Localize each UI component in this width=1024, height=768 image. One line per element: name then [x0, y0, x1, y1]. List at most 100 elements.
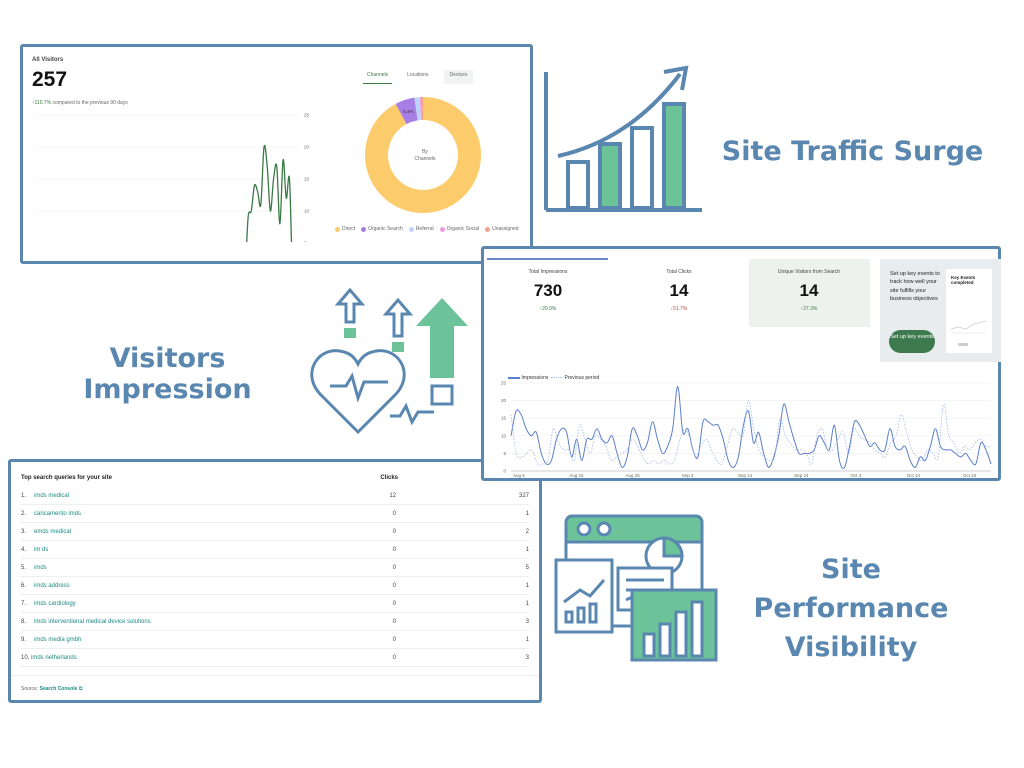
- series-line: [246, 144, 293, 242]
- stat-label: Unique Visitors from Search: [777, 269, 841, 275]
- y-tick-label: 10: [304, 209, 310, 214]
- y-tick-label: 20: [304, 145, 310, 150]
- query-rank: 3.: [21, 529, 27, 535]
- x-tick-label: Aug 25: [626, 473, 641, 478]
- all-visitors-value: 257: [32, 68, 68, 91]
- query-link[interactable]: emds medical: [34, 529, 72, 535]
- tab-devices[interactable]: Devices: [443, 70, 474, 84]
- query-row: 6. imds address 0 1: [21, 577, 529, 595]
- visitors-change: ↑110.7%: [32, 100, 52, 106]
- query-impressions: 327: [518, 493, 529, 499]
- query-link[interactable]: imds media gmbh: [34, 637, 82, 643]
- set-up-key-events-button[interactable]: Set up key events: [889, 330, 935, 353]
- clicks-header: Clicks: [380, 475, 398, 481]
- legend-label: Direct: [342, 226, 356, 232]
- search-console-link[interactable]: Search Console: [39, 686, 78, 692]
- stat-label: Total Impressions: [528, 269, 568, 275]
- channels-donut-chart: 92.2%5.4%: [365, 97, 481, 213]
- query-link[interactable]: caricamento imds: [34, 511, 82, 517]
- impressions-legend: Impressions Previous period: [508, 375, 599, 381]
- search-performance-panel: Total Impressions 730 ↑20.9% Total Click…: [481, 246, 1001, 481]
- query-impressions: 1: [525, 637, 529, 643]
- legend-item[interactable]: Unassigned: [485, 226, 519, 232]
- x-tick-label: Aug 15: [569, 473, 584, 478]
- legend-label: Referral: [415, 226, 434, 232]
- y-tick-label: 15: [304, 177, 310, 182]
- stat-card[interactable]: Total Clicks 14 ↓51.7%: [619, 269, 739, 312]
- y-tick-label: 10: [501, 433, 507, 438]
- top-search-queries-panel: Top search queries for your site Clicks …: [8, 459, 542, 703]
- stat-card[interactable]: Unique Visitors from Search 14 ↑27.3%: [749, 269, 869, 312]
- query-link[interactable]: im ds: [34, 547, 49, 553]
- donut-legend: Direct Organic Search Referral Organic Soci…: [335, 226, 525, 234]
- query-rank: 2.: [21, 511, 27, 517]
- y-tick-label: 25: [501, 381, 507, 386]
- channel-tabs: Channels Locations Devices: [363, 70, 483, 84]
- query-clicks: 0: [392, 511, 396, 517]
- query-clicks: 12: [389, 493, 396, 499]
- legend-dot-icon: [485, 226, 491, 232]
- query-impressions: 1: [525, 547, 529, 553]
- dashboard-analytics-icon: [554, 514, 718, 662]
- query-row: 9. imds media gmbh 0 1: [21, 631, 529, 649]
- x-tick-label: Oct 4: [851, 473, 862, 478]
- query-link[interactable]: imds interventional medical device solut…: [34, 619, 151, 625]
- query-link[interactable]: imds cardiology: [34, 601, 76, 607]
- tab-channels[interactable]: Channels: [363, 72, 393, 84]
- legend-item[interactable]: Organic Search: [361, 226, 403, 232]
- donut-center-line: By: [422, 149, 428, 155]
- key-events-panel: Set up key events to track how well your…: [880, 259, 1001, 362]
- legend-item[interactable]: Direct: [335, 226, 355, 232]
- query-impressions: 5: [525, 565, 529, 571]
- query-clicks: 0: [392, 547, 396, 553]
- donut-slice-organic-search: [395, 97, 418, 125]
- query-rank: 10.: [21, 655, 30, 661]
- query-link[interactable]: imds medical: [34, 493, 70, 499]
- query-row: 5. imds 0 5: [21, 559, 529, 577]
- legend-label: Organic Social: [446, 226, 480, 232]
- query-impressions: 1: [525, 583, 529, 589]
- query-impressions: 1: [525, 511, 529, 517]
- donut-slice-organic-social: [419, 97, 422, 121]
- stat-card[interactable]: Total Impressions 730 ↑20.9%: [488, 269, 608, 312]
- active-tab-indicator: [487, 258, 608, 260]
- slice-data-label: 5.4%: [403, 109, 413, 114]
- query-impressions: 3: [525, 655, 529, 661]
- key-events-card: Key Events completed: [946, 269, 992, 353]
- queries-title: Top search queries for your site: [21, 475, 112, 481]
- query-link[interactable]: imds netherlands: [31, 655, 77, 661]
- query-clicks: 0: [392, 529, 396, 535]
- impressions-line: [510, 386, 992, 469]
- legend-previous-period: Previous period: [564, 375, 600, 381]
- query-row: 3. emds medical 0 2: [21, 523, 529, 541]
- visitors-change-suffix: compared to the previous 90 days: [52, 100, 128, 106]
- donut-slice-direct: [365, 97, 481, 213]
- donut-slice-unassigned: [420, 97, 423, 121]
- legend-item[interactable]: Organic Social: [439, 226, 480, 232]
- heart-rate-arrows-icon: [310, 287, 468, 435]
- y-tick-label: 25: [304, 113, 310, 118]
- all-visitors-title: All Visitors: [32, 57, 64, 63]
- y-tick-label: 5: [503, 451, 506, 456]
- heading-site-traffic-surge: Site Traffic Surge: [721, 136, 984, 167]
- legend-label: Organic Search: [368, 226, 403, 232]
- query-link[interactable]: imds: [34, 565, 47, 571]
- heading-site-performance-visibility: Site Performance Visibility: [720, 550, 982, 667]
- stat-change: ↑20.9%: [539, 306, 557, 312]
- query-clicks: 0: [392, 619, 396, 625]
- external-link-icon: ⧉: [78, 686, 83, 692]
- heading-line: Site Performance: [753, 554, 949, 624]
- legend-label: Unassigned: [492, 226, 519, 232]
- query-clicks: 0: [392, 601, 396, 607]
- query-clicks: 0: [392, 565, 396, 571]
- y-tick-label: 5: [304, 241, 307, 243]
- tab-locations[interactable]: Locations: [407, 72, 429, 78]
- legend-impressions: Impressions: [521, 375, 549, 381]
- legend-item[interactable]: Referral: [408, 226, 434, 232]
- query-row: 8. imds interventional medical device so…: [21, 613, 529, 631]
- key-events-text: Set up key events to track how well your…: [890, 271, 940, 303]
- query-link[interactable]: imds address: [34, 583, 70, 589]
- key-events-card-title: Key Events completed: [951, 275, 976, 285]
- x-tick-label: Aug 5: [513, 473, 525, 478]
